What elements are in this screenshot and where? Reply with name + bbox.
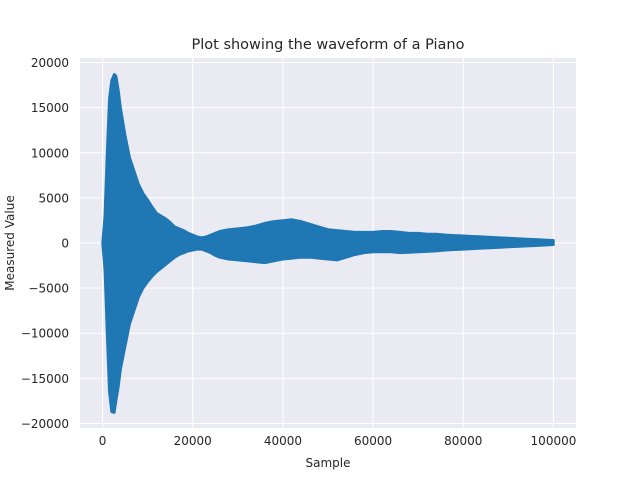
y-tick-label: −20000 xyxy=(21,417,69,431)
x-tick-label: 80000 xyxy=(444,434,482,448)
chart-title: Plot showing the waveform of a Piano xyxy=(192,37,465,53)
y-tick-label: −15000 xyxy=(21,372,69,386)
x-tick-label: 100000 xyxy=(531,434,577,448)
y-tick-label: 0 xyxy=(61,237,69,251)
y-tick-label: −10000 xyxy=(21,327,69,341)
y-tick-label: 10000 xyxy=(31,146,69,160)
waveform-series xyxy=(101,72,555,414)
y-tick-label: −5000 xyxy=(28,282,69,296)
x-tick-labels: 0 20000 40000 60000 80000 100000 xyxy=(99,434,577,448)
y-tick-label: 20000 xyxy=(31,56,69,70)
y-tick-label: 15000 xyxy=(31,101,69,115)
series-layer xyxy=(101,72,555,414)
x-tick-label: 40000 xyxy=(264,434,302,448)
x-axis-label: Sample xyxy=(306,456,351,470)
y-axis-label: Measured Value xyxy=(3,195,17,290)
x-tick-label: 60000 xyxy=(354,434,392,448)
y-tick-labels: 20000 15000 10000 5000 0 −5000 −10000 −15000 −20… xyxy=(21,56,69,431)
x-tick-label: 0 xyxy=(99,434,107,448)
y-tick-label: 5000 xyxy=(38,191,69,205)
x-tick-label: 20000 xyxy=(174,434,212,448)
